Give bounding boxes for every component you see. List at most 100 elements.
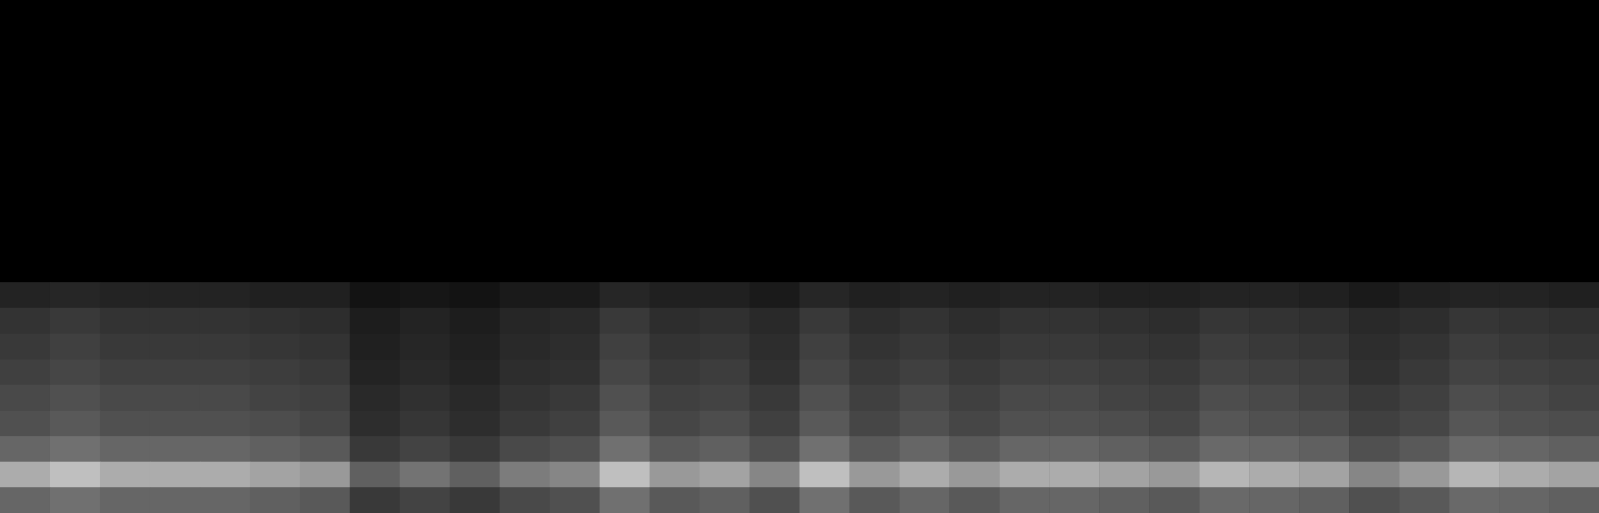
cell (1099, 436, 1149, 462)
cell (350, 436, 400, 462)
cell (1249, 282, 1299, 308)
cell (1099, 26, 1149, 52)
cell (1449, 282, 1499, 308)
cell (1299, 128, 1349, 154)
cell (849, 308, 899, 334)
cell (150, 77, 200, 103)
cell (1199, 487, 1249, 513)
cell (100, 128, 150, 154)
cell (400, 26, 450, 52)
cell (949, 205, 999, 231)
cell (300, 77, 350, 103)
cell (949, 154, 999, 180)
cell (800, 205, 850, 231)
cell (0, 359, 50, 385)
cell (50, 77, 100, 103)
cell (100, 77, 150, 103)
cell (250, 410, 300, 436)
cell (1449, 180, 1499, 206)
cell (550, 26, 600, 52)
cell (1099, 205, 1149, 231)
cell (150, 282, 200, 308)
cell (1499, 154, 1549, 180)
cell (700, 26, 750, 52)
cell (750, 385, 800, 411)
cell (400, 308, 450, 334)
cell (849, 231, 899, 257)
cell (700, 282, 750, 308)
cell (100, 231, 150, 257)
cell (1149, 205, 1199, 231)
cell (1449, 77, 1499, 103)
cell (1099, 462, 1149, 488)
cell (899, 436, 949, 462)
cell (200, 410, 250, 436)
cell (1449, 462, 1499, 488)
cell (550, 103, 600, 129)
cell (0, 51, 50, 77)
cell (1249, 410, 1299, 436)
cell (200, 487, 250, 513)
cell (350, 308, 400, 334)
cell (1249, 462, 1299, 488)
cell (250, 385, 300, 411)
cell (0, 436, 50, 462)
cell (0, 410, 50, 436)
cell (1099, 282, 1149, 308)
background (0, 0, 1599, 513)
cell (450, 487, 500, 513)
cell (450, 26, 500, 52)
cell (100, 436, 150, 462)
cell (300, 26, 350, 52)
cell (1399, 26, 1449, 52)
cell (50, 487, 100, 513)
cell (1099, 333, 1149, 359)
cell (250, 26, 300, 52)
cell (450, 462, 500, 488)
cell (849, 77, 899, 103)
cell (250, 231, 300, 257)
cell (400, 359, 450, 385)
cell (500, 51, 550, 77)
cell (700, 410, 750, 436)
cell (100, 0, 150, 26)
cell (700, 77, 750, 103)
cell (1549, 0, 1599, 26)
cell (500, 26, 550, 52)
cell (650, 282, 700, 308)
cell (700, 51, 750, 77)
cell (50, 410, 100, 436)
cell (550, 205, 600, 231)
cell (1549, 333, 1599, 359)
cell (849, 333, 899, 359)
cell (750, 333, 800, 359)
cell (1249, 385, 1299, 411)
cell (1149, 77, 1199, 103)
cell (50, 333, 100, 359)
cell (650, 180, 700, 206)
cell (550, 128, 600, 154)
cell (500, 257, 550, 283)
cell (1249, 205, 1299, 231)
cell (0, 128, 50, 154)
cell (300, 205, 350, 231)
cell (150, 154, 200, 180)
cell (1399, 436, 1449, 462)
cell (550, 51, 600, 77)
cell (899, 308, 949, 334)
cell (600, 436, 650, 462)
cell (450, 333, 500, 359)
cell (450, 205, 500, 231)
cell (650, 385, 700, 411)
cell (1049, 51, 1099, 77)
cell (1349, 103, 1399, 129)
cell (200, 26, 250, 52)
cell (650, 154, 700, 180)
cell (450, 385, 500, 411)
cell (899, 128, 949, 154)
cell (750, 180, 800, 206)
cell (650, 359, 700, 385)
cell (1499, 333, 1549, 359)
cell (200, 0, 250, 26)
cell (1199, 257, 1249, 283)
